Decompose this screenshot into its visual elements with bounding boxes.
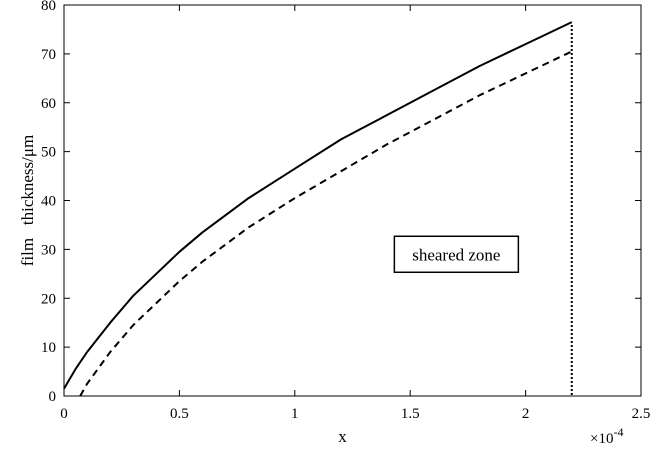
- series-line-dashed: [79, 50, 573, 397]
- y-tick-label: 10: [41, 340, 56, 356]
- plot-area: [63, 4, 642, 397]
- x-tick-label: 1.5: [401, 406, 420, 422]
- x-ticks: 0 0.5 1 1.5 2 2.5: [60, 5, 650, 422]
- y-tick-label: 20: [41, 291, 56, 307]
- y-tick-label: 40: [41, 194, 56, 210]
- x-tick-label: 0.5: [170, 406, 189, 422]
- sheared-zone-box: [393, 235, 520, 274]
- sheared-zone-label: sheared zone: [412, 245, 500, 264]
- x-axis-exponent-power: -4: [613, 425, 623, 439]
- y-tick-label: 30: [41, 242, 56, 258]
- y-axis-label: film thickness/μm: [18, 135, 37, 266]
- series-line-solid: [63, 21, 573, 390]
- x-axis-label: x: [338, 427, 347, 446]
- y-ticks: 0 10 20 30 40 50 60 70 80: [41, 0, 641, 405]
- y-tick-label: 70: [41, 47, 56, 63]
- series-layer: [63, 21, 573, 397]
- x-tick-label: 0: [60, 406, 68, 422]
- x-tick-label: 2: [522, 406, 530, 422]
- x-tick-label: 1: [291, 406, 299, 422]
- y-tick-label: 80: [41, 0, 56, 14]
- y-tick-label: 50: [41, 145, 56, 161]
- x-axis-exponent-base: ×10: [590, 431, 613, 447]
- y-tick-label: 0: [49, 389, 57, 405]
- x-axis-exponent: ×10-4: [590, 425, 623, 447]
- x-tick-label: 2.5: [632, 406, 650, 422]
- y-tick-label: 60: [41, 96, 56, 112]
